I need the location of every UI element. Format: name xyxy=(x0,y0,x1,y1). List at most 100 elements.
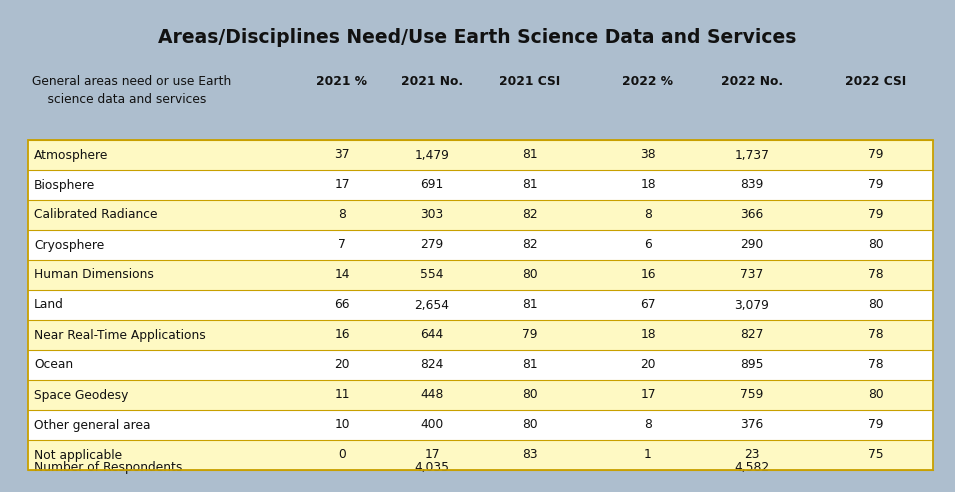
Text: 0: 0 xyxy=(338,449,346,461)
Text: 400: 400 xyxy=(420,419,444,431)
Text: 4,582: 4,582 xyxy=(734,461,770,473)
Text: 824: 824 xyxy=(420,359,444,371)
Text: 644: 644 xyxy=(420,329,444,341)
Text: General areas need or use Earth
    science data and services: General areas need or use Earth science … xyxy=(32,75,231,106)
Bar xyxy=(28,230,933,260)
Text: 81: 81 xyxy=(522,359,538,371)
Bar xyxy=(28,140,933,170)
Text: Calibrated Radiance: Calibrated Radiance xyxy=(34,209,158,221)
Text: 1,737: 1,737 xyxy=(734,149,770,161)
Text: 2022 %: 2022 % xyxy=(623,75,673,88)
Text: Human Dimensions: Human Dimensions xyxy=(34,269,154,281)
Text: Space Geodesy: Space Geodesy xyxy=(34,389,128,401)
Text: 79: 79 xyxy=(868,209,883,221)
Text: 80: 80 xyxy=(868,239,883,251)
Text: Areas/Disciplines Need/Use Earth Science Data and Services: Areas/Disciplines Need/Use Earth Science… xyxy=(159,28,796,47)
Text: 376: 376 xyxy=(740,419,764,431)
Text: 78: 78 xyxy=(868,359,883,371)
Bar xyxy=(28,200,933,230)
Text: 10: 10 xyxy=(334,419,350,431)
Text: Ocean: Ocean xyxy=(34,359,74,371)
Text: Atmosphere: Atmosphere xyxy=(34,149,108,161)
Text: 80: 80 xyxy=(522,269,538,281)
Bar xyxy=(28,320,933,350)
Text: Number of Respondents: Number of Respondents xyxy=(34,461,182,473)
Text: Land: Land xyxy=(34,299,64,311)
Text: 303: 303 xyxy=(420,209,444,221)
Text: 2021 %: 2021 % xyxy=(316,75,368,88)
Text: 279: 279 xyxy=(420,239,444,251)
Text: 895: 895 xyxy=(740,359,764,371)
Text: 554: 554 xyxy=(420,269,444,281)
Text: 14: 14 xyxy=(334,269,350,281)
Text: 79: 79 xyxy=(868,179,883,191)
Text: 80: 80 xyxy=(522,419,538,431)
Text: 20: 20 xyxy=(640,359,656,371)
Text: Other general area: Other general area xyxy=(34,419,151,431)
Text: 82: 82 xyxy=(522,209,538,221)
Text: 839: 839 xyxy=(740,179,764,191)
Text: 1,479: 1,479 xyxy=(414,149,450,161)
Text: 79: 79 xyxy=(868,149,883,161)
Text: Not applicable: Not applicable xyxy=(34,449,122,461)
Text: 18: 18 xyxy=(640,329,656,341)
Bar xyxy=(28,380,933,410)
Text: 8: 8 xyxy=(644,419,652,431)
Text: 16: 16 xyxy=(640,269,656,281)
Text: 737: 737 xyxy=(740,269,764,281)
Text: 7: 7 xyxy=(338,239,346,251)
Text: 23: 23 xyxy=(744,449,760,461)
Text: 18: 18 xyxy=(640,179,656,191)
Bar xyxy=(28,440,933,470)
Text: 78: 78 xyxy=(868,269,883,281)
Text: 2021 CSI: 2021 CSI xyxy=(499,75,561,88)
Text: 79: 79 xyxy=(868,419,883,431)
Bar xyxy=(28,260,933,290)
Bar xyxy=(28,170,933,200)
Text: 79: 79 xyxy=(522,329,538,341)
Text: 81: 81 xyxy=(522,179,538,191)
Text: 11: 11 xyxy=(334,389,350,401)
Text: 81: 81 xyxy=(522,299,538,311)
Text: 691: 691 xyxy=(420,179,444,191)
Text: 2021 No.: 2021 No. xyxy=(401,75,463,88)
Text: 827: 827 xyxy=(740,329,764,341)
Bar xyxy=(28,410,933,440)
Text: 759: 759 xyxy=(740,389,764,401)
Text: 20: 20 xyxy=(334,359,350,371)
Text: 2022 No.: 2022 No. xyxy=(721,75,783,88)
Text: Cryosphere: Cryosphere xyxy=(34,239,104,251)
Text: 16: 16 xyxy=(334,329,350,341)
Bar xyxy=(28,290,933,320)
Text: 448: 448 xyxy=(420,389,444,401)
Text: 80: 80 xyxy=(522,389,538,401)
Bar xyxy=(28,140,933,470)
Text: 75: 75 xyxy=(868,449,883,461)
Text: 2022 CSI: 2022 CSI xyxy=(845,75,906,88)
Text: 83: 83 xyxy=(522,449,538,461)
Text: 8: 8 xyxy=(644,209,652,221)
Text: 81: 81 xyxy=(522,149,538,161)
Text: 80: 80 xyxy=(868,299,883,311)
Text: 37: 37 xyxy=(334,149,350,161)
Text: 17: 17 xyxy=(640,389,656,401)
Text: 1: 1 xyxy=(644,449,652,461)
Text: 366: 366 xyxy=(740,209,764,221)
Text: 17: 17 xyxy=(424,449,439,461)
Text: Near Real-Time Applications: Near Real-Time Applications xyxy=(34,329,205,341)
Text: 38: 38 xyxy=(640,149,656,161)
Text: 6: 6 xyxy=(644,239,652,251)
Text: 290: 290 xyxy=(740,239,764,251)
Text: 4,035: 4,035 xyxy=(414,461,450,473)
Text: 82: 82 xyxy=(522,239,538,251)
Text: 8: 8 xyxy=(338,209,346,221)
Text: 17: 17 xyxy=(334,179,350,191)
Text: Biosphere: Biosphere xyxy=(34,179,96,191)
Text: 67: 67 xyxy=(640,299,656,311)
Text: 3,079: 3,079 xyxy=(734,299,770,311)
Text: 80: 80 xyxy=(868,389,883,401)
Bar xyxy=(28,350,933,380)
Text: 2,654: 2,654 xyxy=(414,299,450,311)
Text: 78: 78 xyxy=(868,329,883,341)
Text: 66: 66 xyxy=(334,299,350,311)
